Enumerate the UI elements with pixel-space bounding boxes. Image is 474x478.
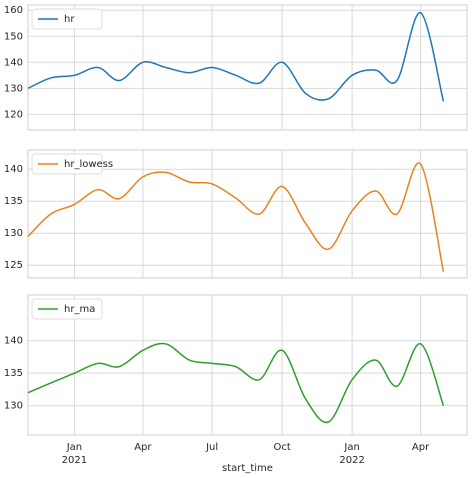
panel: 125 130 135 140 hr_lowess [4,149,468,279]
x-tick-label: Oct [273,442,290,453]
y-tick-label: 135 [4,196,23,207]
legend-label: hr_lowess [64,159,113,170]
y-tick-label: 120 [4,109,23,120]
data-line [27,12,445,102]
x-tick-label: Apr [134,442,152,453]
y-tick-label: 140 [4,57,23,68]
x-tick-label: Apr [412,442,430,453]
legend-label: hr [64,14,75,25]
y-tick-label: 150 [4,31,23,42]
x-tick-label: Jul [205,442,218,453]
x-axis-label: start_time [222,463,273,474]
plot-frame [27,149,468,279]
panel: 130 135 140 Jan 2021 Apr Jul Oct Jan 2022 Apr hr_ma… [4,294,468,474]
plot-frame [27,294,468,436]
legend-label: hr_ma [64,304,95,315]
y-tick-label: 140 [4,164,23,175]
legend-box [31,298,103,320]
y-tick-label: 130 [4,228,23,239]
y-tick-label: 135 [4,368,23,379]
y-tick-label: 130 [4,83,23,94]
legend-box [31,153,103,175]
x-tick-label: Jan 2022 [339,442,364,466]
plot-frame [27,4,468,131]
data-line [27,342,445,424]
y-tick-label: 125 [4,260,23,271]
y-tick-label: 160 [4,5,23,16]
x-tick-label: Jan 2021 [62,442,87,466]
panel: 120 130 140 150 160 hr [4,4,468,131]
y-tick-label: 140 [4,336,23,347]
y-tick-label: 130 [4,401,23,412]
legend-box [31,8,103,30]
data-line [27,162,445,272]
